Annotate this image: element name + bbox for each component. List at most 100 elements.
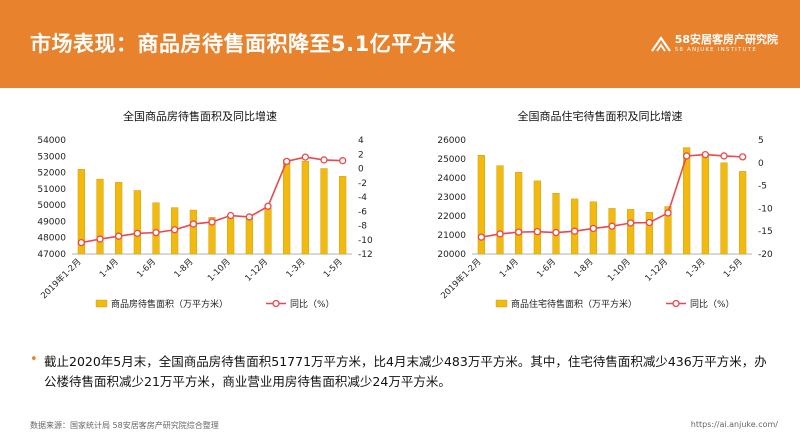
x-tick-label: 1-4月 [98,257,121,280]
y-tick-label: 22000 [437,212,466,222]
line-point [645,218,653,227]
line-point [320,156,328,164]
x-tick-label: 1-3月 [285,257,308,280]
bar [96,178,104,255]
x-tick-label: 2019年1-2月 [39,256,84,301]
line-point [571,227,579,235]
y-tick-label: 47000 [37,250,66,260]
y-tick-label: 51000 [37,185,66,195]
chart-residential-housing: 全国商品住宅待售面积及同比增速 20000 21000 22000 23000 2400… [400,108,800,328]
bar [627,209,635,255]
legend-marker-line [272,299,280,308]
chart-svg: 47000 48000 49000 50000 51000 52000 53000 54000… [37,136,373,310]
bar [701,153,709,255]
bar [739,171,747,255]
y-tick-label: 25000 [437,155,466,165]
y-tick-label: 49000 [37,217,66,227]
line-point [552,228,560,237]
brand-logo: 58安居客房产研究院 58 ANJUKE INSTITUTE [650,33,778,54]
summary-note: 截止2020年5月末，全国商品房待售面积51771万平方米，比4月末减少483万… [44,354,767,389]
y2-tick-label: -20 [758,250,773,260]
bar [283,159,291,255]
y-tick-label: 21000 [437,231,466,241]
x-tick-label: 1-8月 [173,257,196,280]
line-point [496,230,504,238]
y-tick-label: 20000 [437,250,466,260]
line-point [208,218,216,226]
line-point [515,228,523,236]
bar [339,176,347,255]
bar [571,198,579,255]
legend-label-bar: 商品住宅待售面积（万平方米） [511,298,637,310]
line-point [245,213,253,221]
x-tick-label: 1-5月 [322,257,345,280]
bar [720,162,728,255]
chart-commercial-housing: 全国商品房待售面积及同比增速 47000 48000 49000 50000 51000… [0,108,400,328]
y2-tick-label: 2 [358,150,364,160]
y2-tick-label: -2 [358,179,367,189]
line-point [227,211,235,220]
legend-marker-line [672,299,680,308]
house-logo-icon [650,36,671,52]
line-point [133,229,141,237]
line-point [533,228,541,236]
line-point [77,238,85,247]
y2-tick-label: -6 [358,207,367,217]
bullet-dot: • [30,352,38,367]
y2-tick-label: -8 [358,222,367,232]
bar [152,202,160,255]
line-point [171,226,179,234]
x-tick-label: 1-8月 [573,257,596,280]
x-tick-label: 1-3月 [685,257,708,280]
line-point [627,219,635,227]
line-point [720,152,728,160]
x-tick-label: 1-10月 [206,257,233,284]
line-point [664,209,672,217]
y2-tick-label: 0 [758,159,764,169]
x-tick-label: 1-12月 [243,257,270,284]
bar [645,211,653,255]
bar [133,190,141,255]
legend-label-bar: 商品房待售面积（万平方米） [111,298,228,310]
y2-tick-label: -15 [758,227,773,237]
x-tick-label: 1-12月 [643,257,670,284]
bar [533,180,541,255]
line-point [96,235,104,243]
line-point [115,232,123,240]
y-tick-label: 50000 [37,201,66,211]
bar [683,147,691,255]
y2-tick-label: -10 [758,204,773,214]
chart-svg: 20000 21000 22000 23000 24000 25000 26000 -20 -1… [437,136,773,310]
bar [264,208,272,255]
legend-swatch-bar [495,299,508,308]
logo-name: 58安居客房产研究院 [674,33,778,46]
y-tick-label: 54000 [37,136,66,146]
y2-tick-label: -10 [358,236,373,246]
y-tick-label: 48000 [37,234,66,244]
y2-tick-label: -12 [358,250,373,260]
y-tick-label: 24000 [437,174,466,184]
line-point [264,202,272,210]
bar [515,172,523,255]
bar [477,155,485,255]
bar [608,208,616,255]
x-tick-label: 1-10月 [606,257,633,284]
y-tick-label: 23000 [437,193,466,203]
line-point [477,233,485,241]
y-tick-label: 52000 [37,169,66,179]
line-point [189,220,197,228]
line-point [301,153,309,161]
data-source: 数据来源：国家统计局 58安居客房产研究院综合整理 [30,421,219,430]
line-point [283,157,291,166]
bar [115,182,123,255]
y2-tick-label: 0 [358,165,364,175]
line-point [589,224,597,233]
x-tick-label: 2019年1-2月 [439,256,484,301]
legend-swatch-bar [95,299,108,308]
y-tick-label: 53000 [37,152,66,162]
x-tick-label: 1-6月 [135,257,158,280]
x-tick-label: 1-6月 [535,257,558,280]
y-tick-label: 26000 [437,136,466,146]
website-url: https://ai.anjuke.com/ [690,420,778,429]
bar [664,206,672,255]
